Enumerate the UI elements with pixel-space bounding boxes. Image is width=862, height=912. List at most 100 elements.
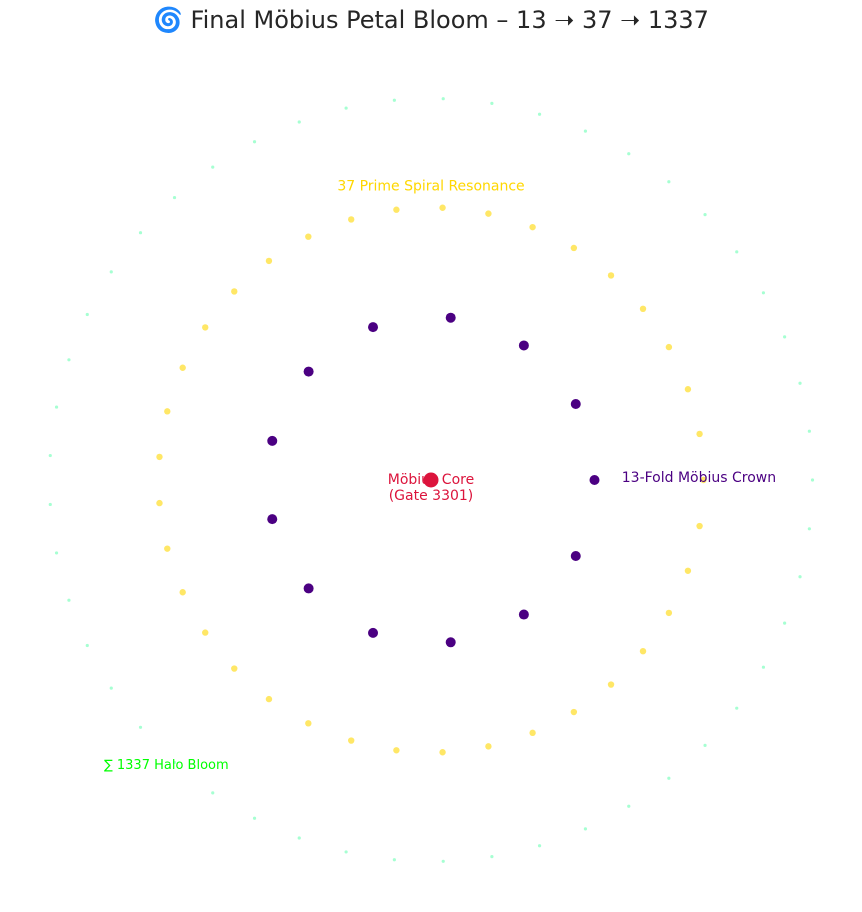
point-1337-halo-27 [67,598,71,602]
point-1337-halo-7 [667,180,671,184]
point-37-prime-15 [202,324,209,331]
point-37-prime-5 [607,272,615,279]
point-37-prime-36 [696,522,703,530]
point-1337-halo-9 [583,129,588,133]
point-1337-halo-21 [85,312,89,317]
point-37-prime-23 [231,665,238,672]
chart-title: 🌀 Final Möbius Petal Bloom – 13 ➝ 37 ➝ 1… [153,6,709,34]
point-37-prime-26 [348,737,355,744]
point-37-prime-28 [439,749,446,756]
point-1337-halo-18 [172,195,177,200]
point-1337-halo-44 [735,706,739,710]
point-37-prime-17 [164,408,171,415]
point-1337-halo-42 [667,776,671,780]
point-37-prime-31 [570,708,578,716]
point-1337-halo-26 [54,551,59,555]
point-1337-halo-24 [48,453,52,458]
point-37-prime-33 [639,647,647,655]
point-37-prime-30 [529,729,536,737]
point-37-prime-7 [529,223,536,231]
point-13-fold-6 [267,435,278,446]
point-37-prime-13 [265,257,273,265]
point-1337-halo-41 [627,804,631,808]
chart-annotations: Möbius Core (Gate 3301) 13-Fold Möbius C… [104,178,776,773]
point-1337-halo-37 [441,859,445,863]
point-1337-halo-13 [392,98,396,102]
point-core-0 [423,472,439,488]
point-37-prime-27 [393,747,400,754]
point-37-prime-18 [156,453,163,461]
annotation-crown-label: 13-Fold Möbius Crown [622,470,776,486]
point-37-prime-1 [696,430,703,438]
point-1337-halo-43 [703,743,707,748]
point-1337-halo-48 [807,527,811,531]
annotation-core-label: Möbius Core [388,472,474,488]
point-1337-halo-22 [67,358,71,362]
point-1337-halo-34 [297,836,301,840]
point-1337-halo-25 [48,502,52,507]
point-1337-halo-31 [172,760,177,765]
point-37-prime-22 [202,629,209,636]
point-13-fold-7 [267,514,278,525]
point-37-prime-11 [348,216,355,223]
point-13-fold-12 [570,550,581,561]
point-1337-halo-6 [703,213,707,217]
point-13-fold-2 [518,340,529,351]
point-1337-halo-40 [583,827,588,831]
annotation-core-sublabel: (Gate 3301) [389,488,474,504]
point-13-fold-10 [445,637,456,648]
point-1337-halo-28 [85,643,89,648]
point-37-prime-19 [156,499,163,507]
point-37-prime-2 [684,386,692,393]
point-1337-halo-47 [798,575,802,579]
point-37-prime-4 [639,305,647,313]
point-1337-halo-30 [138,725,143,729]
point-1337-halo-23 [54,405,59,409]
point-1337-halo-20 [109,270,113,274]
point-37-prime-6 [570,244,578,252]
point-37-prime-24 [265,695,273,703]
point-1337-halo-10 [537,112,542,116]
point-37-prime-9 [439,204,446,211]
point-13-fold-8 [303,583,314,594]
point-37-prime-29 [485,743,492,750]
point-1337-halo-39 [537,844,542,848]
point-13-fold-1 [570,399,581,410]
point-37-prime-16 [179,364,186,371]
point-13-fold-9 [368,627,379,638]
point-1337-halo-15 [297,120,301,124]
point-1337-halo-45 [761,665,766,669]
point-1337-halo-16 [252,140,257,144]
point-1337-halo-12 [441,97,445,101]
point-1337-halo-46 [783,621,787,625]
point-1337-halo-4 [761,291,766,295]
point-37-prime-8 [485,210,492,217]
point-1337-halo-3 [783,335,787,339]
point-1337-halo-0 [810,478,815,482]
point-37-prime-20 [164,545,171,552]
chart-marks [48,97,815,863]
point-37-prime-12 [305,233,312,240]
point-37-prime-25 [305,720,312,727]
annotation-prime-label: 37 Prime Spiral Resonance [337,178,524,194]
point-37-prime-32 [607,681,615,688]
point-13-fold-5 [303,366,314,377]
point-1337-halo-5 [735,250,739,254]
point-37-prime-3 [665,343,673,351]
point-13-fold-11 [518,609,529,620]
point-1337-halo-17 [211,165,215,169]
point-13-fold-0 [589,475,600,485]
point-1337-halo-36 [392,858,396,862]
point-1337-halo-35 [344,850,348,854]
point-1337-halo-8 [627,152,631,156]
point-1337-halo-33 [252,816,257,820]
point-13-fold-4 [368,322,379,333]
point-1337-halo-11 [490,101,494,105]
point-37-prime-0 [700,476,707,484]
annotation-halo-label: ∑ 1337 Halo Bloom [104,758,229,773]
point-13-fold-3 [445,312,456,323]
point-37-prime-10 [393,206,400,213]
point-37-prime-34 [665,609,673,617]
point-37-prime-14 [231,288,238,295]
